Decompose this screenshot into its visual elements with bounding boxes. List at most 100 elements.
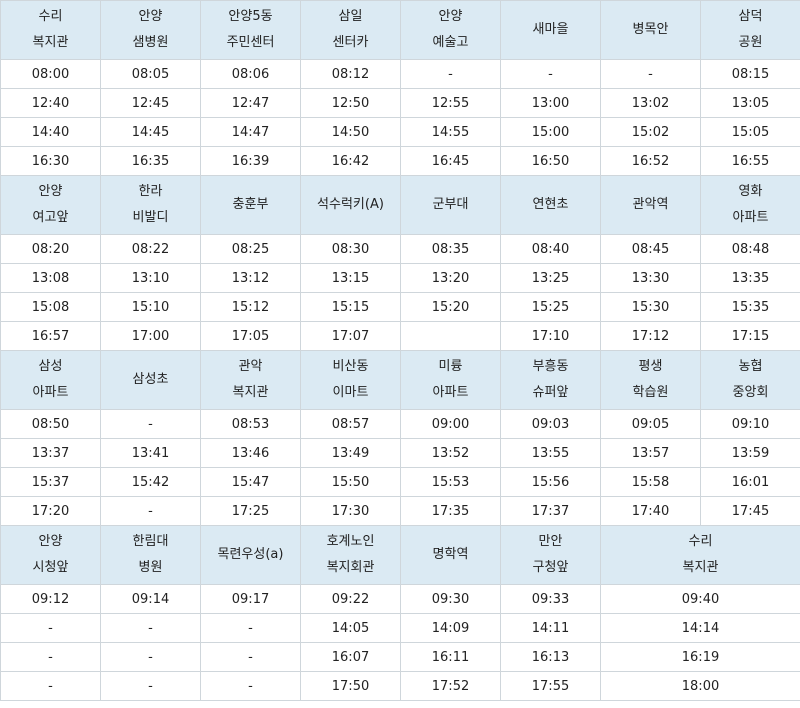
departure-time-cell: 13:30 [600, 263, 701, 293]
departure-time-cell: - [100, 496, 201, 526]
departure-time-cell: 09:30 [400, 584, 501, 614]
departure-time-cell: 17:15 [700, 321, 800, 351]
stop-name-cell: 석수럭키(A) [300, 175, 401, 235]
departure-time-cell: 08:40 [500, 234, 601, 264]
stop-name-line: 비산동 [332, 359, 369, 374]
stop-name-cell: 관악역 [600, 175, 701, 235]
departure-time-cell: 16:39 [200, 146, 301, 176]
departure-time-cell: - [0, 642, 101, 672]
departure-time-cell: 16:57 [0, 321, 101, 351]
departure-time-cell: - [200, 671, 301, 701]
departure-time-cell: 13:55 [500, 438, 601, 468]
departure-time-cell: 09:22 [300, 584, 401, 614]
departure-time-cell: 16:35 [100, 146, 201, 176]
departure-time-cell: 15:08 [0, 292, 101, 322]
stop-name-line: 비발디 [132, 210, 169, 225]
stop-name-cell: 안양5동 주민센터 [200, 0, 301, 60]
departure-time-cell: 12:50 [300, 88, 401, 118]
departure-time-cell: 13:15 [300, 263, 401, 293]
stop-name-cell: 만안 구청앞 [500, 525, 601, 585]
time-row: 15:37 15:42 15:47 15:50 15:53 15:56 15:58 16:01 [0, 467, 800, 497]
stop-name-cell: 삼성초 [100, 350, 201, 410]
departure-time-cell: 17:37 [500, 496, 601, 526]
stop-name-cell: 군부대 [400, 175, 501, 235]
stop-name-line: 석수럭키(A) [317, 197, 384, 212]
departure-time-cell: 08:12 [300, 59, 401, 89]
departure-time-cell: 15:20 [400, 292, 501, 322]
stop-name-cell: 삼일 센터카 [300, 0, 401, 60]
departure-time-cell: - [200, 613, 301, 643]
time-row: 16:57 17:00 17:05 17:07 17:10 17:12 17:15 [0, 321, 800, 351]
departure-time-cell: 16:30 [0, 146, 101, 176]
departure-time-cell: 13:02 [600, 88, 701, 118]
departure-time-cell: - [0, 671, 101, 701]
departure-time-cell: 08:57 [300, 409, 401, 439]
time-row: 14:40 14:45 14:47 14:50 14:55 15:00 15:02 15:05 [0, 117, 800, 147]
stop-name-line: 안양 [438, 9, 463, 24]
departure-time-cell: 15:58 [600, 467, 701, 497]
departure-time-cell: 14:45 [100, 117, 201, 147]
departure-time-cell: 15:56 [500, 467, 601, 497]
departure-time-cell: 16:42 [300, 146, 401, 176]
departure-time-cell: 16:11 [400, 642, 501, 672]
stop-name-cell: 연현초 [500, 175, 601, 235]
stop-name-cell: 농협 중앙회 [700, 350, 800, 410]
departure-time-cell: 17:20 [0, 496, 101, 526]
departure-time-cell: 17:10 [500, 321, 601, 351]
departure-time-cell: 17:25 [200, 496, 301, 526]
stop-name-cell: 미륭 아파트 [400, 350, 501, 410]
time-row: - - -14:05 14:09 14:11 14:14 [0, 613, 800, 643]
departure-time-cell: 14:47 [200, 117, 301, 147]
departure-time-cell: 09:10 [700, 409, 800, 439]
departure-time-cell: 16:13 [500, 642, 601, 672]
departure-time-cell: 08:05 [100, 59, 201, 89]
departure-time-cell: 13:05 [700, 88, 800, 118]
stop-name-line: 관악역 [632, 197, 669, 212]
stop-name-line: 시청앞 [32, 560, 69, 575]
stop-header-row: 안양 시청앞 한림대 병원 목련우성(a) 호계노인 복지회관 명학역 만안 구청앞 수리 복지관 [0, 525, 800, 585]
stop-name-cell: 삼성 아파트 [0, 350, 101, 410]
stop-name-line: 공원 [738, 35, 763, 50]
stop-name-cell: 비산동 이마트 [300, 350, 401, 410]
departure-time-cell: 16:07 [300, 642, 401, 672]
departure-time-cell: 17:00 [100, 321, 201, 351]
departure-time-cell: 17:45 [700, 496, 800, 526]
time-row: 16:30 16:35 16:39 16:42 16:45 16:50 16:52 16:55 [0, 146, 800, 176]
stop-name-cell: 부흥동 슈퍼앞 [500, 350, 601, 410]
departure-time-cell: 15:15 [300, 292, 401, 322]
stop-name-line: 안양5동 [228, 9, 273, 24]
stop-name-line: 만안 [538, 534, 563, 549]
departure-time-cell: 08:50 [0, 409, 101, 439]
time-row: 08:50-08:53 08:57 09:00 09:03 09:05 09:10 [0, 409, 800, 439]
departure-time-cell: 17:35 [400, 496, 501, 526]
stop-name-line: 슈퍼앞 [532, 385, 569, 400]
stop-name-line: 명학역 [432, 547, 469, 562]
departure-time-cell: 17:40 [600, 496, 701, 526]
stop-name-line: 군부대 [432, 197, 469, 212]
departure-time-cell: 15:42 [100, 467, 201, 497]
departure-time-cell: 13:35 [700, 263, 800, 293]
stop-name-line: 병목안 [632, 22, 669, 37]
departure-time-cell: 16:55 [700, 146, 800, 176]
departure-time-cell: 08:35 [400, 234, 501, 264]
time-row: 08:00 08:05 08:06 08:12- - -08:15 [0, 59, 800, 89]
departure-time-cell: 16:45 [400, 146, 501, 176]
stop-name-line: 한림대 [132, 534, 169, 549]
departure-time-cell: 15:47 [200, 467, 301, 497]
departure-time-cell: 13:00 [500, 88, 601, 118]
departure-time-cell: 13:08 [0, 263, 101, 293]
stop-name-line: 병원 [138, 560, 163, 575]
stop-name-line: 수리 [688, 534, 713, 549]
departure-time-cell: 14:50 [300, 117, 401, 147]
stop-name-line: 복지관 [232, 385, 269, 400]
departure-time-cell: 14:40 [0, 117, 101, 147]
departure-time-cell: 15:30 [600, 292, 701, 322]
stop-name-line: 중앙회 [732, 385, 769, 400]
stop-name-line: 삼덕 [738, 9, 763, 24]
departure-time-cell: 09:00 [400, 409, 501, 439]
departure-time-cell: 13:10 [100, 263, 201, 293]
departure-time-cell: 14:11 [500, 613, 601, 643]
stop-name-line: 예술고 [432, 35, 469, 50]
